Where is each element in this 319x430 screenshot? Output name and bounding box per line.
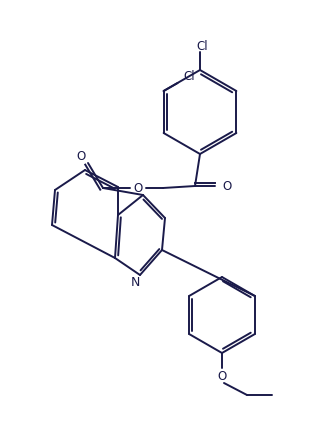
Text: Cl: Cl — [196, 40, 208, 52]
Text: O: O — [222, 179, 232, 193]
Text: O: O — [217, 371, 226, 384]
Text: N: N — [130, 276, 140, 289]
Text: O: O — [133, 181, 143, 194]
Text: Cl: Cl — [184, 70, 196, 83]
Text: O: O — [76, 150, 85, 163]
